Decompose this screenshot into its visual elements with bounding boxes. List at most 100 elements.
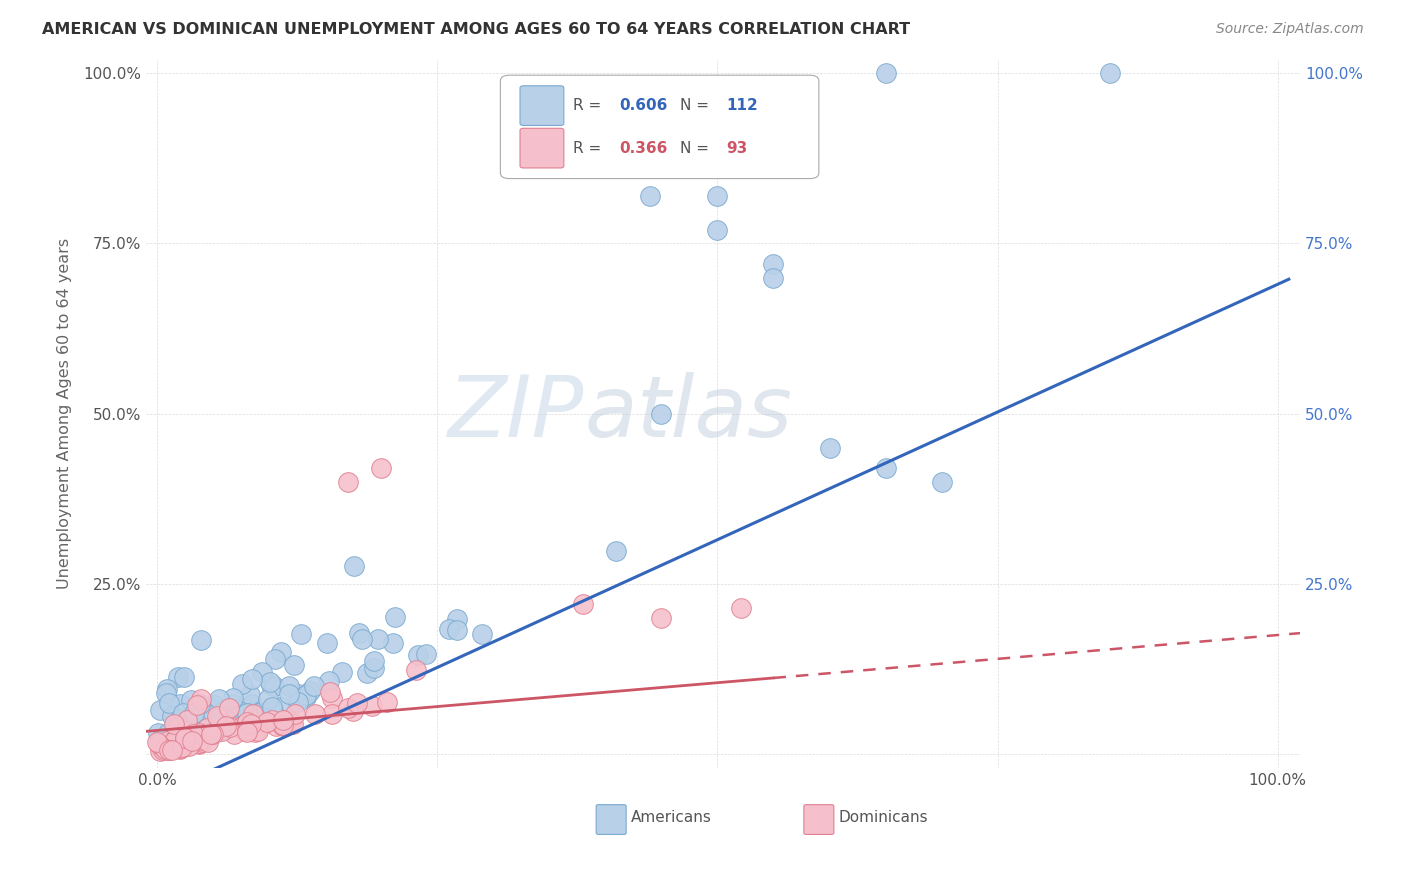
Dominicans xyxy=(254,716,277,731)
Americans xyxy=(208,721,231,735)
Americans xyxy=(146,726,169,740)
Americans xyxy=(165,731,187,745)
Dominicans xyxy=(166,740,188,755)
Text: AMERICAN VS DOMINICAN UNEMPLOYMENT AMONG AGES 60 TO 64 YEARS CORRELATION CHART: AMERICAN VS DOMINICAN UNEMPLOYMENT AMONG… xyxy=(42,22,910,37)
Americans xyxy=(190,633,212,648)
Americans xyxy=(181,723,204,737)
Americans xyxy=(330,665,353,679)
Americans xyxy=(762,257,785,271)
Americans xyxy=(247,706,270,720)
Americans xyxy=(207,714,229,728)
Dominicans xyxy=(184,729,207,743)
Americans xyxy=(875,66,897,80)
Americans xyxy=(818,441,841,455)
Americans xyxy=(287,695,309,709)
Americans xyxy=(149,737,172,751)
Americans xyxy=(762,270,785,285)
Americans xyxy=(349,626,371,640)
Dominicans xyxy=(188,732,211,747)
Americans xyxy=(198,728,221,742)
Dominicans xyxy=(173,731,195,745)
Dominicans xyxy=(283,716,305,731)
Americans xyxy=(183,706,205,720)
Dominicans xyxy=(152,743,174,757)
Text: atlas: atlas xyxy=(585,372,793,455)
Dominicans xyxy=(243,724,266,739)
Dominicans xyxy=(280,714,302,728)
Americans xyxy=(173,670,195,684)
Dominicans xyxy=(375,695,398,709)
Dominicans xyxy=(146,735,169,749)
Dominicans xyxy=(232,719,254,733)
Americans xyxy=(446,624,468,638)
Americans xyxy=(270,645,292,659)
Dominicans xyxy=(200,728,222,742)
Dominicans xyxy=(181,732,204,747)
Dominicans xyxy=(167,739,190,754)
Dominicans xyxy=(246,721,269,735)
Americans xyxy=(169,732,191,747)
Americans xyxy=(262,704,284,718)
Americans xyxy=(172,724,194,739)
Americans xyxy=(437,622,460,636)
Americans xyxy=(179,723,201,738)
Dominicans xyxy=(172,740,194,755)
Americans xyxy=(180,722,202,736)
Dominicans xyxy=(186,698,208,712)
Text: ZIP: ZIP xyxy=(449,372,585,455)
Dominicans xyxy=(163,739,186,753)
Dominicans xyxy=(246,723,269,738)
Dominicans xyxy=(180,736,202,750)
Americans xyxy=(202,698,225,712)
Americans xyxy=(207,692,229,706)
Dominicans xyxy=(274,718,297,732)
Dominicans xyxy=(157,743,180,757)
Americans xyxy=(257,692,280,706)
Americans xyxy=(228,704,250,718)
Text: 0.366: 0.366 xyxy=(619,141,668,155)
Dominicans xyxy=(264,719,287,733)
Americans xyxy=(259,675,281,690)
Americans xyxy=(186,714,208,729)
Americans xyxy=(163,740,186,755)
Dominicans xyxy=(232,724,254,739)
Americans xyxy=(155,686,177,700)
Y-axis label: Unemployment Among Ages 60 to 64 years: Unemployment Among Ages 60 to 64 years xyxy=(58,238,72,590)
Americans xyxy=(163,721,186,735)
Dominicans xyxy=(236,715,259,730)
Americans xyxy=(240,698,263,712)
Americans xyxy=(250,665,273,679)
Text: 112: 112 xyxy=(727,98,758,113)
Dominicans xyxy=(260,713,283,727)
Dominicans xyxy=(236,725,259,739)
Americans xyxy=(202,725,225,739)
Americans xyxy=(363,655,385,669)
Americans xyxy=(156,726,179,740)
Dominicans xyxy=(271,717,294,731)
Dominicans xyxy=(218,720,240,734)
Americans xyxy=(242,706,264,720)
Dominicans xyxy=(157,743,180,757)
Dominicans xyxy=(191,735,214,749)
Dominicans xyxy=(174,739,197,753)
Americans xyxy=(167,670,190,684)
Americans xyxy=(172,706,194,721)
Dominicans xyxy=(361,699,384,714)
Dominicans xyxy=(188,726,211,740)
Americans xyxy=(169,698,191,712)
Americans xyxy=(165,740,187,755)
Americans xyxy=(343,558,366,573)
Text: R =: R = xyxy=(574,98,606,113)
Americans xyxy=(315,636,337,650)
Americans xyxy=(471,627,494,641)
Americans xyxy=(263,652,285,666)
Dominicans xyxy=(346,696,368,710)
Americans xyxy=(287,688,309,702)
Americans xyxy=(157,696,180,710)
Americans xyxy=(291,690,314,705)
Americans xyxy=(187,725,209,739)
Dominicans xyxy=(256,715,278,730)
Dominicans xyxy=(173,736,195,750)
Americans xyxy=(650,407,672,421)
Dominicans xyxy=(197,735,219,749)
